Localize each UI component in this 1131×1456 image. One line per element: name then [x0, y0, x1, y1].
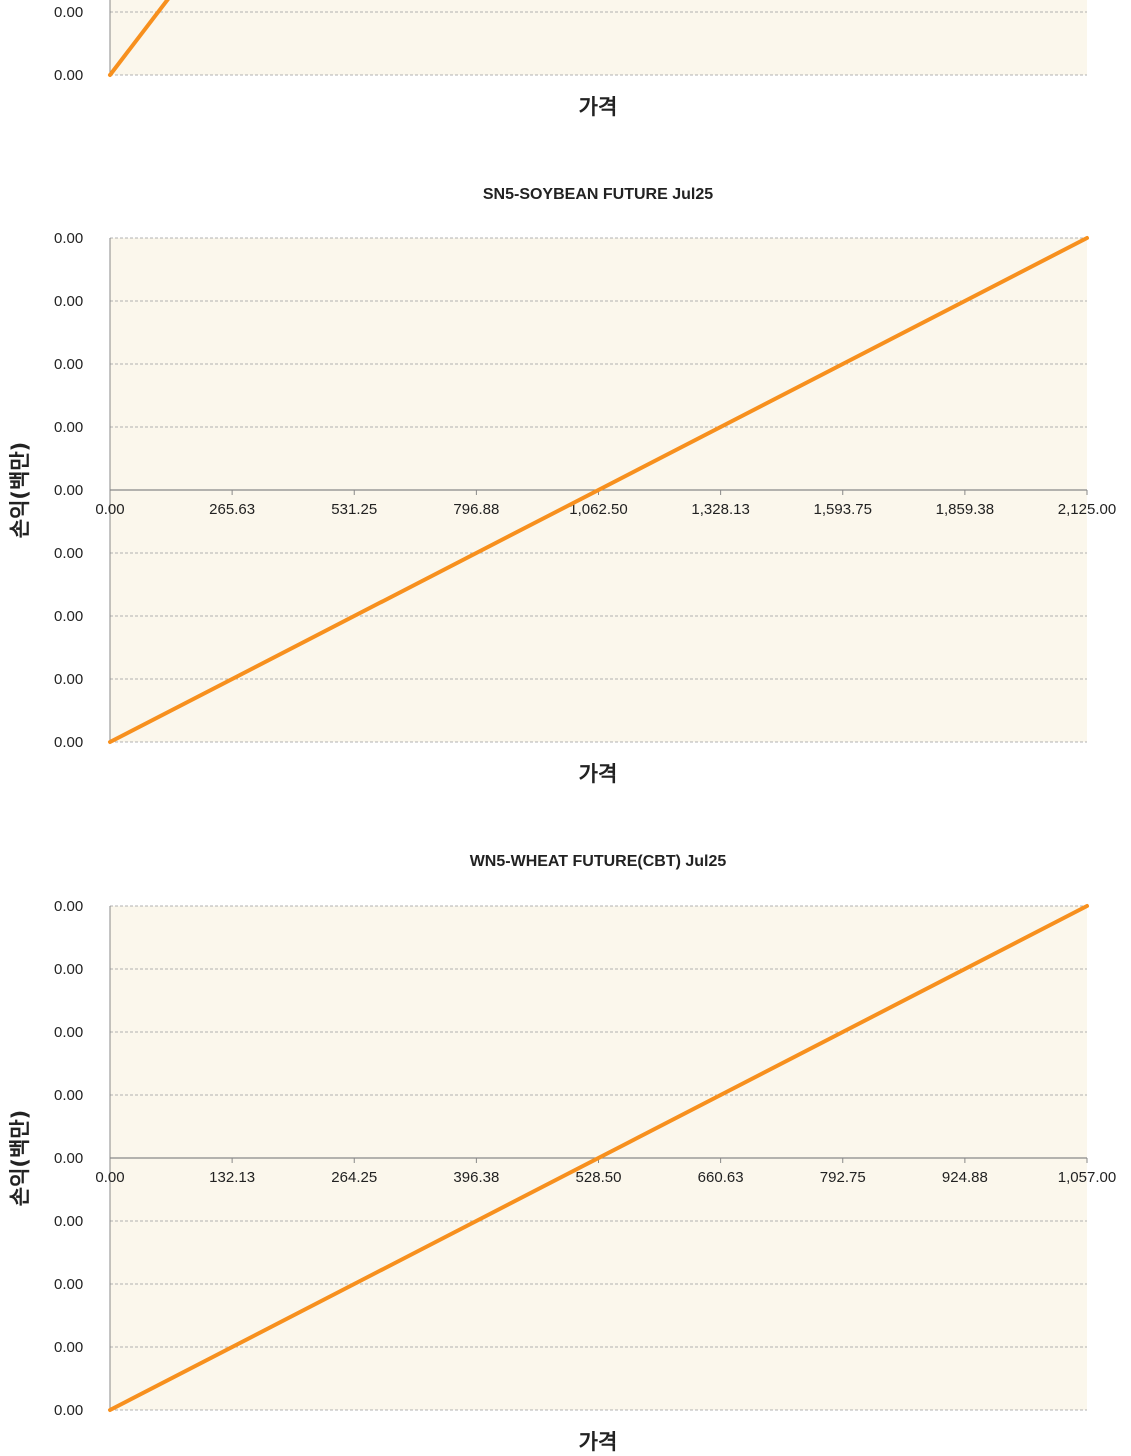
y-tick-label: 0.00 [54, 1150, 83, 1167]
y-tick-label: 0.00 [54, 1087, 83, 1104]
x-tick-label: 132.13 [209, 1169, 255, 1186]
x-tick-labels: 0.00 265.63 531.25 796.88 1,062.50 1,328.13 1,… [95, 490, 1116, 518]
chart-soybean: SN5-SOYBEAN FUTURE Jul25 0.000.000.000.0… [8, 186, 1116, 786]
chart-top-partial: 0.000.000.000.000.000.000.000.000.00 가격 [54, 0, 1087, 119]
y-tick-label: 0.00 [54, 1402, 83, 1419]
y-tick-label: 0.00 [54, 671, 83, 688]
x-tick-label: 531.25 [331, 501, 377, 518]
series-line [108, 904, 1089, 1412]
y-tick-label: 0.00 [54, 545, 83, 562]
y-tick-label: 0.00 [54, 898, 83, 915]
chart-wheat: WN5-WHEAT FUTURE(CBT) Jul25 0.000.000.00… [8, 853, 1116, 1454]
x-tick-label: 2,125.00 [1058, 501, 1116, 518]
y-tick-label: 0.00 [54, 1276, 83, 1293]
y-tick-labels: 0.00 0.00 0.00 0.00 0.00 0.00 0.00 0.00 0.00 [54, 230, 83, 751]
x-tick-label: 396.38 [453, 1169, 499, 1186]
x-tick-label: 0.00 [95, 1169, 124, 1186]
chart-title: SN5-SOYBEAN FUTURE Jul25 [483, 186, 713, 203]
y-tick-label: 0.00 [54, 482, 83, 499]
x-tick-label: 1,859.38 [936, 501, 994, 518]
y-tick-label: 0.00 [54, 419, 83, 436]
y-tick-label: 0.00 [54, 734, 83, 751]
x-tick-label: 264.25 [331, 1169, 377, 1186]
y-axis-label: 손익(백만) [8, 1110, 32, 1206]
y-tick-label: 0.00 [54, 1213, 83, 1230]
x-tick-label: 1,328.13 [691, 501, 749, 518]
x-tick-label: 924.88 [942, 1169, 988, 1186]
y-tick-label: 0.00 [54, 608, 83, 625]
x-axis-label: 가격 [579, 762, 618, 786]
x-tick-label: 1,057.00 [1058, 1169, 1116, 1186]
y-tick-label: 0.00 [54, 293, 83, 310]
x-tick-label: 0.00 [95, 501, 124, 518]
y-tick-label: 0.00 [54, 356, 83, 373]
y-tick-label: 0.00 [54, 1339, 83, 1356]
x-tick-label: 265.63 [209, 501, 255, 518]
series-line [108, 236, 1089, 744]
x-axis-label: 가격 [579, 95, 618, 119]
y-tick-label: 0.00 [54, 4, 83, 21]
y-tick-label: 0.00 [54, 67, 83, 84]
gridlines [109, 0, 1087, 76]
x-tick-label: 1,593.75 [814, 501, 872, 518]
plot-area [110, 0, 1087, 75]
y-axis-label: 손익(백만) [8, 442, 32, 538]
chart-title: WN5-WHEAT FUTURE(CBT) Jul25 [470, 853, 727, 870]
x-tick-label: 792.75 [820, 1169, 866, 1186]
x-tick-label: 660.63 [698, 1169, 744, 1186]
y-tick-labels: 0.000.000.000.000.000.000.000.000.00 [54, 4, 83, 84]
x-tick-label: 528.50 [576, 1169, 622, 1186]
x-tick-label: 796.88 [453, 501, 499, 518]
x-tick-labels: 0.00 132.13 264.25 396.38 528.50 660.63 792.75… [95, 1158, 1116, 1186]
y-tick-label: 0.00 [54, 961, 83, 978]
x-tick-label: 1,062.50 [569, 501, 627, 518]
y-tick-label: 0.00 [54, 230, 83, 247]
y-tick-label: 0.00 [54, 1024, 83, 1041]
series-line [108, 0, 170, 77]
x-axis-label: 가격 [579, 1430, 618, 1454]
y-tick-labels: 0.00 0.00 0.00 0.00 0.00 0.00 0.00 0.00 0.00 [54, 898, 83, 1419]
gridlines [109, 237, 1087, 743]
